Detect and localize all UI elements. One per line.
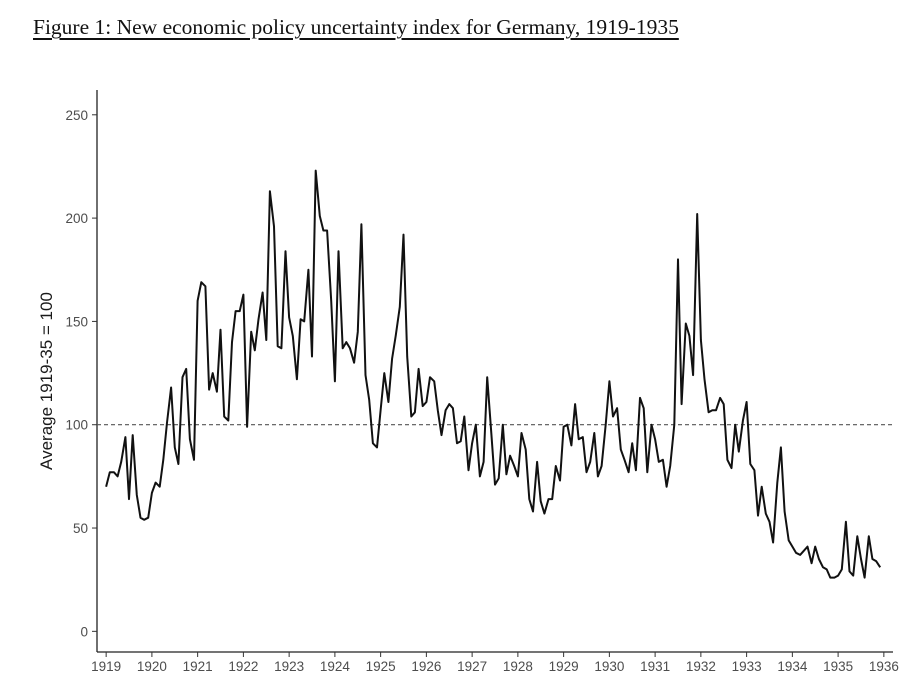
x-tick-label: 1936 xyxy=(869,659,899,674)
y-tick-label: 200 xyxy=(65,211,88,226)
x-tick-label: 1919 xyxy=(91,659,121,674)
x-tick-label: 1920 xyxy=(137,659,167,674)
x-tick-label: 1923 xyxy=(274,659,304,674)
y-tick-label: 0 xyxy=(80,624,88,639)
x-tick-label: 1928 xyxy=(503,659,533,674)
x-tick-label: 1927 xyxy=(457,659,487,674)
series-line xyxy=(105,169,882,579)
y-axis: 0 50 100 150 200 250 xyxy=(65,90,98,652)
y-axis-title: Average 1919-35 = 100 xyxy=(37,292,56,470)
x-tick-label: 1925 xyxy=(366,659,396,674)
x-tick-label: 1931 xyxy=(640,659,670,674)
x-tick-label: 1933 xyxy=(732,659,762,674)
x-tick-label: 1930 xyxy=(594,659,624,674)
x-tick-label: 1934 xyxy=(777,659,808,674)
x-axis: 1919 1920 1921 1922 1923 1924 1925 1926 1927 1928… xyxy=(91,651,899,674)
y-tick-label: 250 xyxy=(65,108,88,123)
y-tick-label: 100 xyxy=(65,418,88,433)
y-tick-label: 150 xyxy=(65,314,88,329)
x-tick-label: 1935 xyxy=(823,659,853,674)
x-tick-label: 1921 xyxy=(183,659,213,674)
x-tick-label: 1924 xyxy=(320,659,351,674)
y-tick-label: 50 xyxy=(73,521,88,536)
figure-title: Figure 1: New economic policy uncertaint… xyxy=(33,15,679,39)
x-tick-label: 1932 xyxy=(686,659,716,674)
x-tick-label: 1929 xyxy=(549,659,579,674)
x-tick-label: 1922 xyxy=(228,659,258,674)
x-tick-label: 1926 xyxy=(411,659,441,674)
